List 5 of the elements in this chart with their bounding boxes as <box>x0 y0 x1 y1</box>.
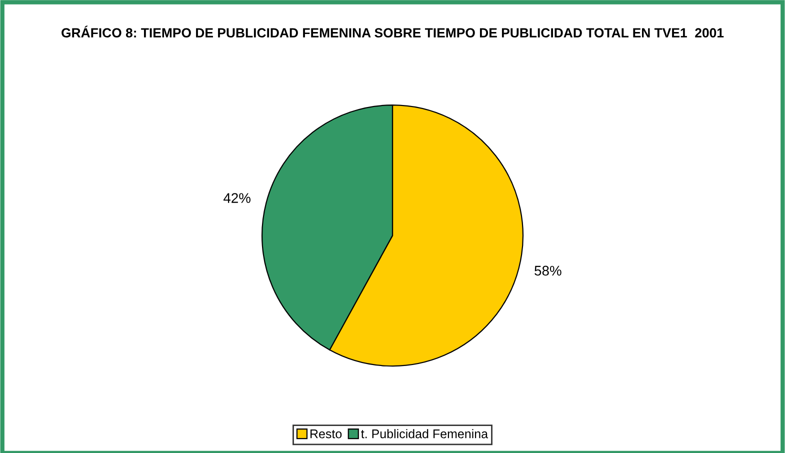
data-label: 42% <box>223 193 250 203</box>
legend-label: t. Publicidad Femenina <box>361 429 488 438</box>
legend-label: Resto <box>310 430 342 438</box>
chart-title: GRÁFICO 8: TIEMPO DE PUBLICIDAD FEMENINA SOBRE TIEMPO DE PUBLICIDAD TOTAL EN TVE1 2001 <box>62 26 724 38</box>
data-label: 58% <box>534 266 562 276</box>
